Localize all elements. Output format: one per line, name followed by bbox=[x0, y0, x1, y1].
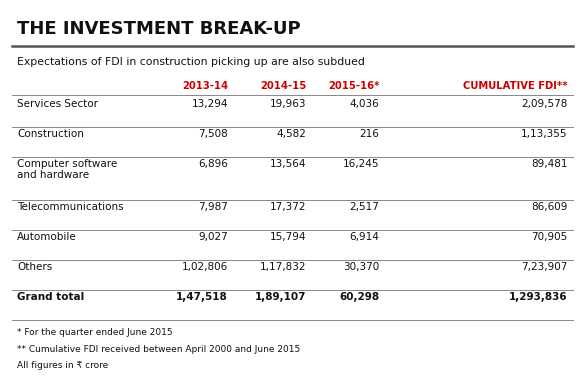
Text: Automobile: Automobile bbox=[18, 232, 77, 242]
Text: Grand total: Grand total bbox=[18, 292, 85, 302]
Text: 60,298: 60,298 bbox=[339, 292, 380, 302]
Text: 2,517: 2,517 bbox=[350, 202, 380, 212]
Text: All figures in ₹ crore: All figures in ₹ crore bbox=[18, 361, 109, 370]
Text: 70,905: 70,905 bbox=[531, 232, 567, 242]
Text: Others: Others bbox=[18, 262, 53, 272]
Text: 1,47,518: 1,47,518 bbox=[176, 292, 228, 302]
Text: 7,23,907: 7,23,907 bbox=[521, 262, 567, 272]
Text: 7,987: 7,987 bbox=[198, 202, 228, 212]
Text: Expectations of FDI in construction picking up are also subdued: Expectations of FDI in construction pick… bbox=[18, 57, 365, 67]
Text: CUMULATIVE FDI**: CUMULATIVE FDI** bbox=[463, 81, 567, 91]
Text: Telecommunications: Telecommunications bbox=[18, 202, 124, 212]
Text: 2013-14: 2013-14 bbox=[182, 81, 228, 91]
Text: Construction: Construction bbox=[18, 129, 84, 139]
Text: 1,13,355: 1,13,355 bbox=[521, 129, 567, 139]
Text: 30,370: 30,370 bbox=[343, 262, 380, 272]
Text: 1,17,832: 1,17,832 bbox=[260, 262, 307, 272]
Text: * For the quarter ended June 2015: * For the quarter ended June 2015 bbox=[18, 328, 173, 338]
Text: 15,794: 15,794 bbox=[270, 232, 307, 242]
Text: 89,481: 89,481 bbox=[531, 158, 567, 169]
Text: ** Cumulative FDI received between April 2000 and June 2015: ** Cumulative FDI received between April… bbox=[18, 345, 301, 354]
Text: 1,02,806: 1,02,806 bbox=[182, 262, 228, 272]
Text: 4,036: 4,036 bbox=[350, 99, 380, 109]
Text: THE INVESTMENT BREAK-UP: THE INVESTMENT BREAK-UP bbox=[18, 21, 301, 38]
Text: 1,89,107: 1,89,107 bbox=[255, 292, 307, 302]
Text: 2015-16*: 2015-16* bbox=[328, 81, 380, 91]
Text: 9,027: 9,027 bbox=[198, 232, 228, 242]
Text: 19,963: 19,963 bbox=[270, 99, 307, 109]
Text: Computer software
and hardware: Computer software and hardware bbox=[18, 158, 118, 180]
Text: 17,372: 17,372 bbox=[270, 202, 307, 212]
Text: 7,508: 7,508 bbox=[198, 129, 228, 139]
Text: 1,293,836: 1,293,836 bbox=[509, 292, 567, 302]
Text: 2,09,578: 2,09,578 bbox=[521, 99, 567, 109]
Text: 216: 216 bbox=[360, 129, 380, 139]
Text: 13,294: 13,294 bbox=[191, 99, 228, 109]
Text: 86,609: 86,609 bbox=[531, 202, 567, 212]
Text: Services Sector: Services Sector bbox=[18, 99, 98, 109]
Text: 4,582: 4,582 bbox=[277, 129, 307, 139]
Text: 6,896: 6,896 bbox=[198, 158, 228, 169]
Text: 6,914: 6,914 bbox=[350, 232, 380, 242]
Text: 16,245: 16,245 bbox=[343, 158, 380, 169]
Text: 2014-15: 2014-15 bbox=[260, 81, 307, 91]
Text: 13,564: 13,564 bbox=[270, 158, 307, 169]
